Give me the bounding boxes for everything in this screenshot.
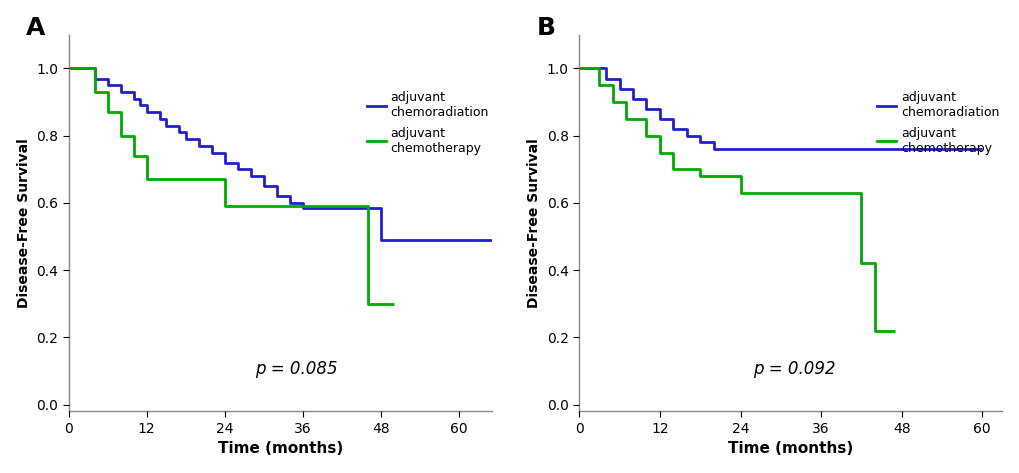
Legend: adjuvant
chemoradiation, adjuvant
chemotherapy: adjuvant chemoradiation, adjuvant chemot… [362,86,493,160]
Legend: adjuvant
chemoradiation, adjuvant
chemotherapy: adjuvant chemoradiation, adjuvant chemot… [871,86,1004,160]
Text: A: A [26,16,46,40]
Y-axis label: Disease-Free Survival: Disease-Free Survival [16,138,31,308]
X-axis label: Time (months): Time (months) [217,441,342,456]
Text: B: B [536,16,555,40]
X-axis label: Time (months): Time (months) [728,441,853,456]
Y-axis label: Disease-Free Survival: Disease-Free Survival [527,138,541,308]
Text: p = 0.085: p = 0.085 [255,360,337,378]
Text: p = 0.092: p = 0.092 [752,360,835,378]
